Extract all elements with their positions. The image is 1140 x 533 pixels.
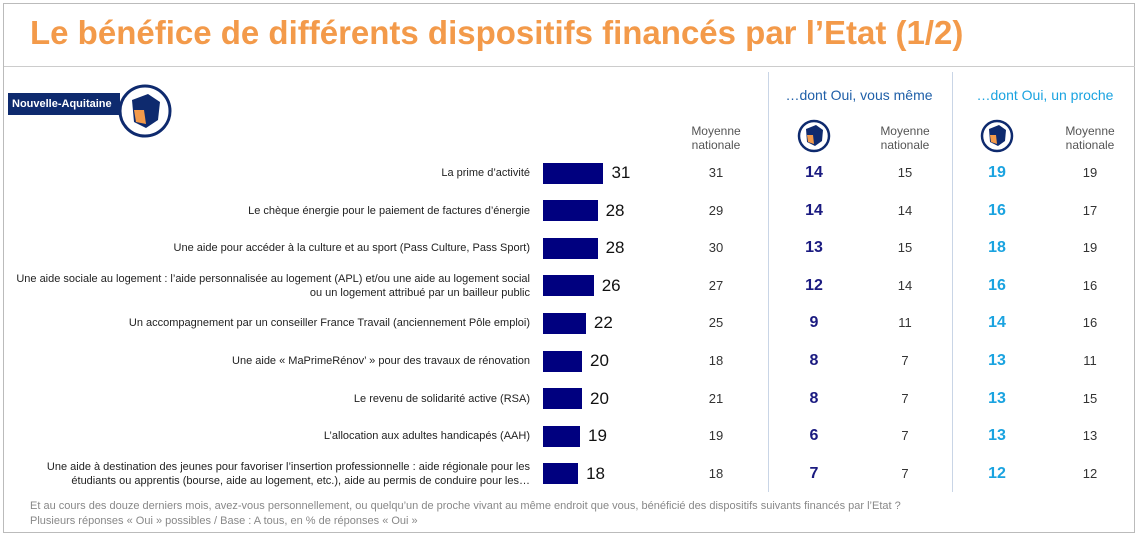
national-value: 17 [1082,202,1098,218]
national-value: 19 [708,428,724,444]
region-value: 14 [805,164,823,181]
separator [952,72,953,492]
column-header: Moyenne nationale [880,124,930,152]
value-label: 26 [601,275,621,295]
region-map-icon [118,84,172,138]
region-badge: Nouvelle-Aquitaine [8,93,120,115]
group-header: …dont Oui, un proche [976,87,1114,103]
national-value: 15 [897,240,913,256]
frame [3,3,1135,533]
category-label: Le revenu de solidarité active (RSA) [353,392,530,405]
region-value: 6 [809,427,819,445]
national-value: 12 [1082,465,1098,481]
value-label: 19 [588,426,607,446]
national-value: 16 [1082,277,1098,293]
column-header: Moyenne nationale [691,124,741,152]
region-value: 18 [988,239,1006,257]
bar [543,275,594,297]
national-value: 14 [897,202,913,218]
value-label: 18 [586,463,606,483]
national-value: 16 [1082,315,1098,331]
bar [543,463,579,485]
national-value: 19 [1082,165,1098,180]
national-value: 30 [708,240,724,256]
region-value: 16 [988,201,1006,219]
national-value: 13 [1082,428,1098,444]
region-value: 13 [988,352,1006,369]
bar [543,312,586,334]
national-value: 31 [708,165,724,180]
national-value: 21 [708,390,724,406]
national-value: 7 [901,428,909,444]
region-value: 12 [805,276,823,294]
region-value: 8 [809,352,819,369]
national-value: 11 [1083,353,1097,368]
region-value: 7 [809,464,819,482]
title: Le bénéfice de différents dispositifs fi… [30,14,964,51]
region-value: 13 [805,239,823,257]
bar [543,425,581,447]
column-header: Moyenne nationale [1065,124,1115,152]
region-value: 9 [809,314,819,332]
category-label: Une aide pour accéder à la culture et au… [173,242,530,255]
separator [768,72,769,492]
value-label: 31 [611,163,631,182]
region-value: 14 [805,201,823,219]
value-label: 28 [605,200,625,220]
category-label: L’allocation aux adultes handicapés (AAH… [323,430,530,443]
value-label: 20 [590,388,609,408]
region-value: 12 [988,464,1006,482]
national-value: 15 [897,165,913,180]
base-note: Plusieurs réponses « Oui » possibles / B… [30,515,418,527]
region-value: 13 [988,427,1006,445]
category-label: Une aide à destination des jeunes pour f… [46,460,530,487]
bar [543,350,582,372]
title-rule [4,66,1135,67]
bar [543,388,582,410]
value-label: 22 [593,313,613,333]
national-value: 7 [901,465,909,481]
category-label: Une aide « MaPrimeRénov’ » pour des trav… [232,355,530,367]
region-value: 8 [809,389,819,407]
bar [543,200,598,222]
region-icon [797,119,831,153]
national-value: 27 [708,277,724,293]
bar [543,237,598,259]
region-icon [980,119,1014,153]
category-label: Le chèque énergie pour le paiement de fa… [248,204,530,217]
region-value: 13 [988,389,1006,407]
value-label: 20 [590,351,609,370]
national-value: 11 [898,315,912,331]
bar [543,162,604,184]
national-value: 14 [897,277,913,293]
national-value: 18 [708,353,724,368]
region-value: 14 [988,314,1006,332]
national-value: 18 [708,465,724,481]
region-value: 19 [988,164,1006,181]
region-value: 16 [988,276,1006,294]
category-label: Un accompagnement par un conseiller Fran… [128,317,530,330]
national-value: 19 [1082,240,1098,256]
national-value: 29 [708,202,724,218]
national-value: 25 [708,315,724,331]
question: Et au cours des douze derniers mois, ave… [30,500,901,512]
group-header: …dont Oui, vous même [785,87,933,103]
category-label: Une aide sociale au logement : l’aide pe… [16,272,530,299]
national-value: 7 [901,390,909,406]
category-label: La prime d’activité [441,167,530,179]
value-label: 28 [605,238,625,258]
national-value: 15 [1082,390,1098,406]
national-value: 7 [901,353,909,368]
